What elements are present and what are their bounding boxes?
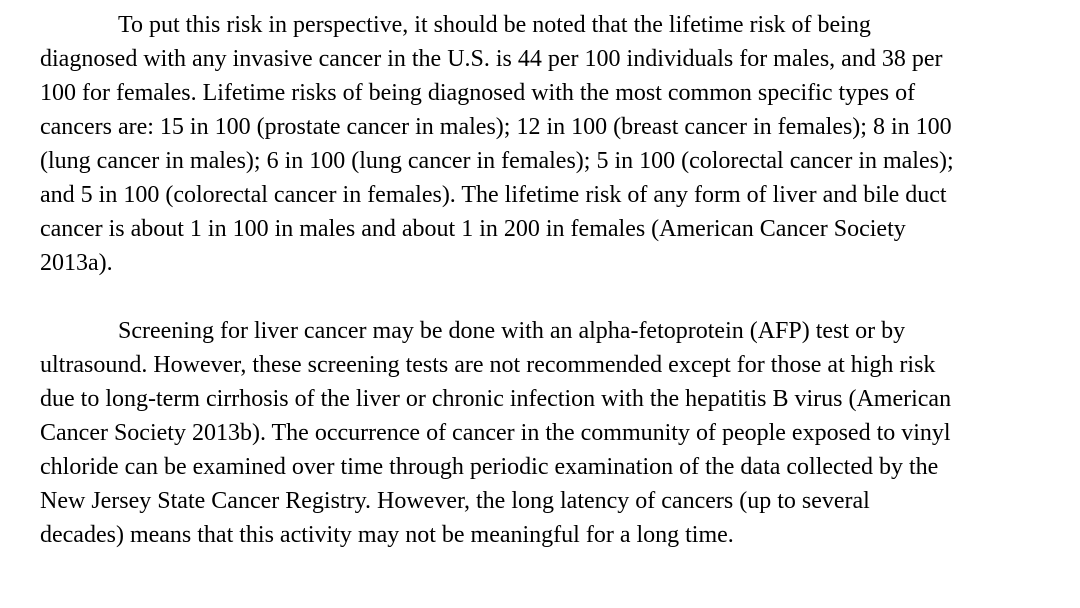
paragraph-lifetime-risk: To put this risk in perspective, it shou…	[40, 8, 1070, 280]
text-line: decades) means that this activity may no…	[40, 522, 734, 548]
text-line: cancer is about 1 in 100 in males and ab…	[40, 216, 906, 242]
text-line: cancers are: 15 in 100 (prostate cancer …	[40, 114, 952, 140]
paragraph-screening: Screening for liver cancer may be done w…	[40, 314, 1070, 552]
text-line: due to long-term cirrhosis of the liver …	[40, 386, 952, 412]
text-line: diagnosed with any invasive cancer in th…	[40, 46, 943, 72]
text-line: ultrasound. However, these screening tes…	[40, 352, 936, 378]
text-line: (lung cancer in males); 6 in 100 (lung c…	[40, 148, 954, 174]
text-line: To put this risk in perspective, it shou…	[118, 12, 871, 38]
text-line: Cancer Society 2013b). The occurrence of…	[40, 420, 951, 446]
text-line: 2013a).	[40, 250, 113, 276]
text-line: New Jersey State Cancer Registry. Howeve…	[40, 488, 870, 514]
text-line: 100 for females. Lifetime risks of being…	[40, 80, 916, 106]
text-line: chloride can be examined over time throu…	[40, 454, 939, 480]
text-line: Screening for liver cancer may be done w…	[118, 318, 906, 344]
text-line: and 5 in 100 (colorectal cancer in femal…	[40, 182, 947, 208]
